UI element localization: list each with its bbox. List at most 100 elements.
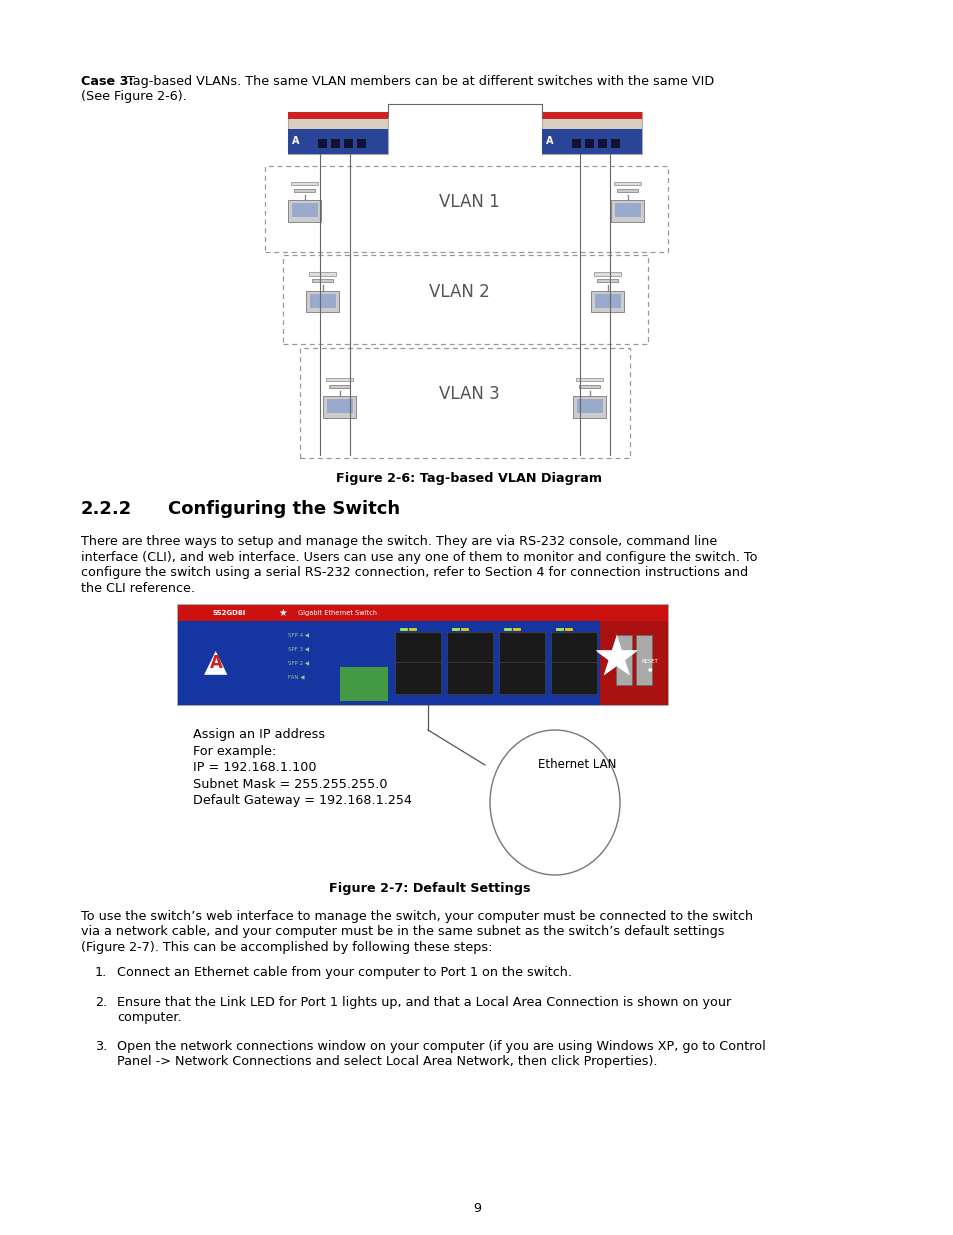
Text: Connect an Ethernet cable from your computer to Port 1 on the switch.: Connect an Ethernet cable from your comp… (117, 966, 572, 979)
FancyBboxPatch shape (538, 785, 570, 790)
FancyBboxPatch shape (498, 662, 544, 694)
FancyBboxPatch shape (447, 632, 493, 664)
Text: A: A (546, 136, 553, 147)
Text: Default Gateway = 192.168.1.254: Default Gateway = 192.168.1.254 (193, 794, 412, 806)
FancyBboxPatch shape (610, 140, 619, 148)
Text: Case 3:: Case 3: (81, 75, 133, 88)
FancyBboxPatch shape (447, 662, 493, 694)
FancyBboxPatch shape (306, 290, 339, 312)
Text: Subnet Mask = 255.255.255.0: Subnet Mask = 255.255.255.0 (193, 778, 387, 790)
FancyBboxPatch shape (317, 140, 327, 148)
FancyBboxPatch shape (573, 396, 606, 417)
FancyBboxPatch shape (182, 625, 252, 701)
Text: ★: ★ (591, 634, 640, 687)
Text: via a network cable, and your computer must be in the same subnet as the switch’: via a network cable, and your computer m… (81, 925, 723, 939)
FancyBboxPatch shape (356, 140, 366, 148)
Text: Open the network connections window on your computer (if you are using Windows X: Open the network connections window on y… (117, 1040, 765, 1053)
FancyBboxPatch shape (292, 203, 317, 217)
FancyBboxPatch shape (178, 605, 667, 621)
FancyBboxPatch shape (542, 794, 567, 798)
FancyBboxPatch shape (539, 810, 569, 827)
FancyBboxPatch shape (576, 378, 603, 382)
FancyBboxPatch shape (178, 621, 667, 705)
FancyBboxPatch shape (309, 272, 336, 275)
Text: configure the switch using a serial RS-232 connection, refer to Section 4 for co: configure the switch using a serial RS-2… (81, 566, 747, 579)
Text: ★: ★ (592, 634, 639, 685)
Text: 3.: 3. (95, 1040, 107, 1053)
FancyBboxPatch shape (611, 200, 644, 222)
Text: RESET
●: RESET ● (641, 659, 658, 671)
FancyBboxPatch shape (551, 632, 597, 664)
FancyBboxPatch shape (288, 128, 388, 154)
FancyBboxPatch shape (551, 662, 597, 694)
FancyBboxPatch shape (292, 182, 318, 185)
Text: Tag-based VLANs. The same VLAN members can be at different switches with the sam: Tag-based VLANs. The same VLAN members c… (127, 75, 714, 88)
FancyBboxPatch shape (541, 128, 641, 154)
Text: ▲: ▲ (204, 648, 228, 678)
FancyBboxPatch shape (395, 632, 440, 664)
Text: FAN ◀: FAN ◀ (288, 674, 304, 679)
FancyBboxPatch shape (636, 635, 651, 685)
FancyBboxPatch shape (323, 396, 356, 417)
FancyBboxPatch shape (615, 203, 640, 217)
FancyBboxPatch shape (339, 667, 388, 701)
FancyBboxPatch shape (313, 279, 334, 283)
Text: (Figure 2-7). This can be accomplished by following these steps:: (Figure 2-7). This can be accomplished b… (81, 941, 492, 953)
Text: Ethernet LAN: Ethernet LAN (537, 758, 616, 771)
Text: 2.2.2: 2.2.2 (81, 500, 132, 517)
Text: SFP 4 ◀: SFP 4 ◀ (288, 632, 309, 637)
FancyBboxPatch shape (395, 662, 440, 694)
Ellipse shape (490, 730, 619, 876)
FancyBboxPatch shape (594, 272, 620, 275)
FancyBboxPatch shape (595, 294, 620, 308)
Text: There are three ways to setup and manage the switch. They are via RS-232 console: There are three ways to setup and manage… (81, 535, 717, 548)
Text: Panel -> Network Connections and select Local Area Network, then click Propertie: Panel -> Network Connections and select … (117, 1056, 657, 1068)
Text: ★: ★ (277, 608, 287, 618)
FancyBboxPatch shape (617, 189, 638, 191)
FancyBboxPatch shape (294, 189, 315, 191)
Text: A: A (210, 655, 222, 672)
FancyBboxPatch shape (541, 112, 641, 154)
FancyBboxPatch shape (614, 182, 640, 185)
FancyBboxPatch shape (536, 808, 574, 832)
FancyBboxPatch shape (329, 385, 350, 388)
Text: SPF 3 ◀: SPF 3 ◀ (288, 646, 309, 652)
FancyBboxPatch shape (591, 290, 624, 312)
FancyBboxPatch shape (310, 294, 335, 308)
FancyBboxPatch shape (331, 140, 339, 148)
FancyBboxPatch shape (598, 140, 606, 148)
Text: Assign an IP address: Assign an IP address (193, 727, 325, 741)
Text: Figure 2-6: Tag-based VLAN Diagram: Figure 2-6: Tag-based VLAN Diagram (335, 472, 601, 485)
FancyBboxPatch shape (577, 399, 602, 414)
Text: VLAN 3: VLAN 3 (438, 385, 498, 403)
FancyBboxPatch shape (597, 279, 618, 283)
FancyBboxPatch shape (288, 112, 388, 119)
FancyBboxPatch shape (288, 200, 321, 222)
FancyBboxPatch shape (572, 140, 580, 148)
Text: IP = 192.168.1.100: IP = 192.168.1.100 (193, 761, 316, 774)
FancyBboxPatch shape (616, 635, 631, 685)
FancyBboxPatch shape (584, 140, 594, 148)
Text: Configuring the Switch: Configuring the Switch (168, 500, 399, 517)
FancyBboxPatch shape (326, 378, 354, 382)
Text: 1.: 1. (95, 966, 107, 979)
FancyBboxPatch shape (288, 112, 388, 154)
FancyBboxPatch shape (178, 605, 667, 705)
Text: Ensure that the Link LED for Port 1 lights up, and that a Local Area Connection : Ensure that the Link LED for Port 1 ligh… (117, 995, 731, 1009)
FancyBboxPatch shape (327, 399, 353, 414)
FancyBboxPatch shape (599, 621, 667, 705)
FancyBboxPatch shape (498, 632, 544, 664)
Text: computer.: computer. (117, 1011, 181, 1025)
FancyBboxPatch shape (578, 385, 599, 388)
Text: A: A (292, 136, 299, 147)
Text: Gigabit Ethernet Switch: Gigabit Ethernet Switch (297, 610, 376, 616)
Text: 9: 9 (473, 1202, 480, 1215)
Text: For example:: For example: (193, 745, 276, 757)
FancyBboxPatch shape (541, 112, 641, 119)
Text: To use the switch’s web interface to manage the switch, your computer must be co: To use the switch’s web interface to man… (81, 910, 752, 923)
Text: SFP 2 ◀: SFP 2 ◀ (288, 661, 309, 666)
Text: SS2GD8I: SS2GD8I (213, 610, 246, 616)
Text: (See Figure 2-6).: (See Figure 2-6). (81, 90, 187, 103)
Text: interface (CLI), and web interface. Users can use any one of them to monitor and: interface (CLI), and web interface. User… (81, 551, 757, 563)
Text: Figure 2-7: Default Settings: Figure 2-7: Default Settings (329, 882, 530, 895)
